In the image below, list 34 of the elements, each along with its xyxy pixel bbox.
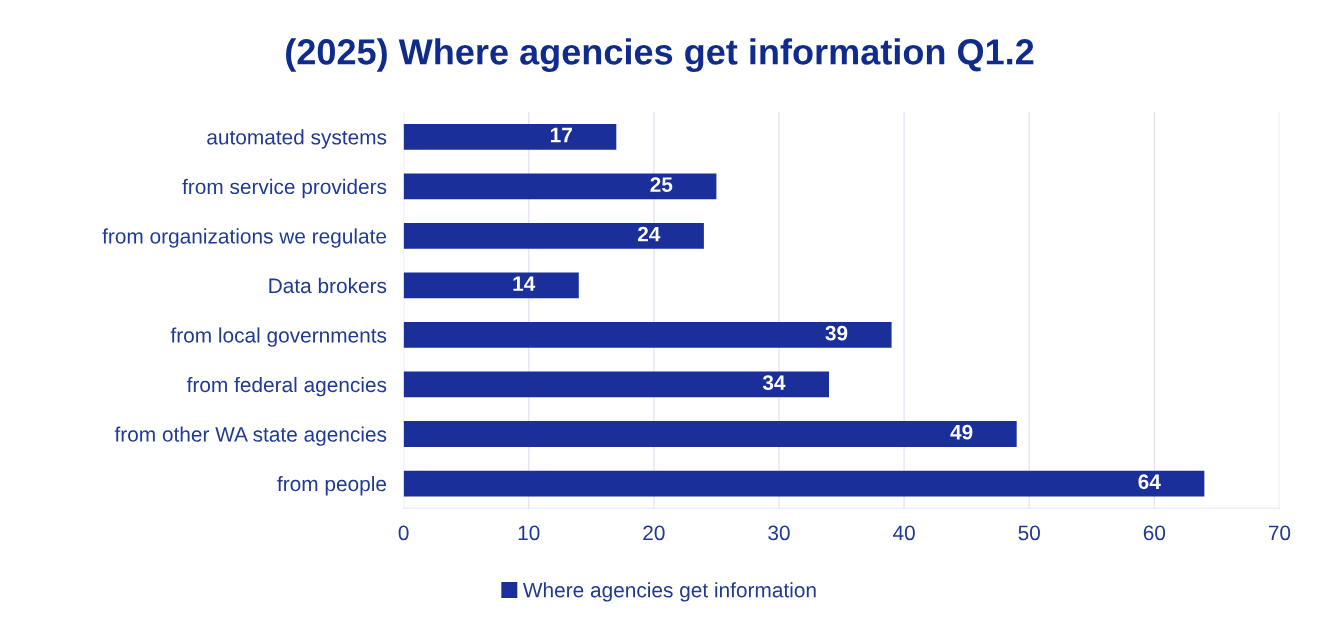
data-label: 49 — [950, 424, 973, 440]
y-tick-label: Data brokers — [269, 277, 387, 294]
bar — [403, 123, 617, 150]
y-tick-label: from federal agencies — [186, 376, 387, 397]
data-label: 14 — [513, 276, 536, 291]
data-label: 25 — [650, 177, 673, 192]
bar — [403, 173, 717, 200]
data-label: 17 — [550, 127, 572, 143]
x-tick-label: 70 — [1268, 525, 1291, 541]
bar — [403, 421, 1017, 447]
x-tick-label: 0 — [398, 525, 409, 541]
legend-label: Where agencies get information — [522, 582, 816, 602]
y-tick-label: from organizations we regulate — [102, 228, 387, 248]
y-tick-label: automated systems — [207, 129, 387, 149]
x-tick-label: 40 — [892, 525, 915, 541]
data-label: 34 — [762, 375, 786, 391]
bar — [403, 371, 830, 398]
x-tick-label: 20 — [643, 525, 665, 541]
x-tick-label: 60 — [1143, 525, 1166, 541]
y-tick-label: from people — [277, 475, 387, 496]
bar — [403, 322, 892, 348]
bar — [403, 470, 1205, 497]
x-tick-label: 50 — [1018, 525, 1040, 541]
bar — [403, 222, 704, 249]
x-tick-label: 30 — [768, 525, 790, 541]
x-tick-label: 10 — [518, 525, 540, 541]
chart-title: (2025) Where agencies get information Q1.2 — [286, 38, 1034, 72]
y-tick-label: from local governments — [170, 327, 387, 347]
data-label: 64 — [1138, 474, 1161, 490]
bar — [403, 272, 579, 299]
data-label: 24 — [637, 226, 661, 242]
data-label: 39 — [825, 325, 848, 341]
y-tick-label: from other WA state agencies — [114, 426, 387, 446]
y-tick-label: from service providers — [182, 178, 387, 199]
